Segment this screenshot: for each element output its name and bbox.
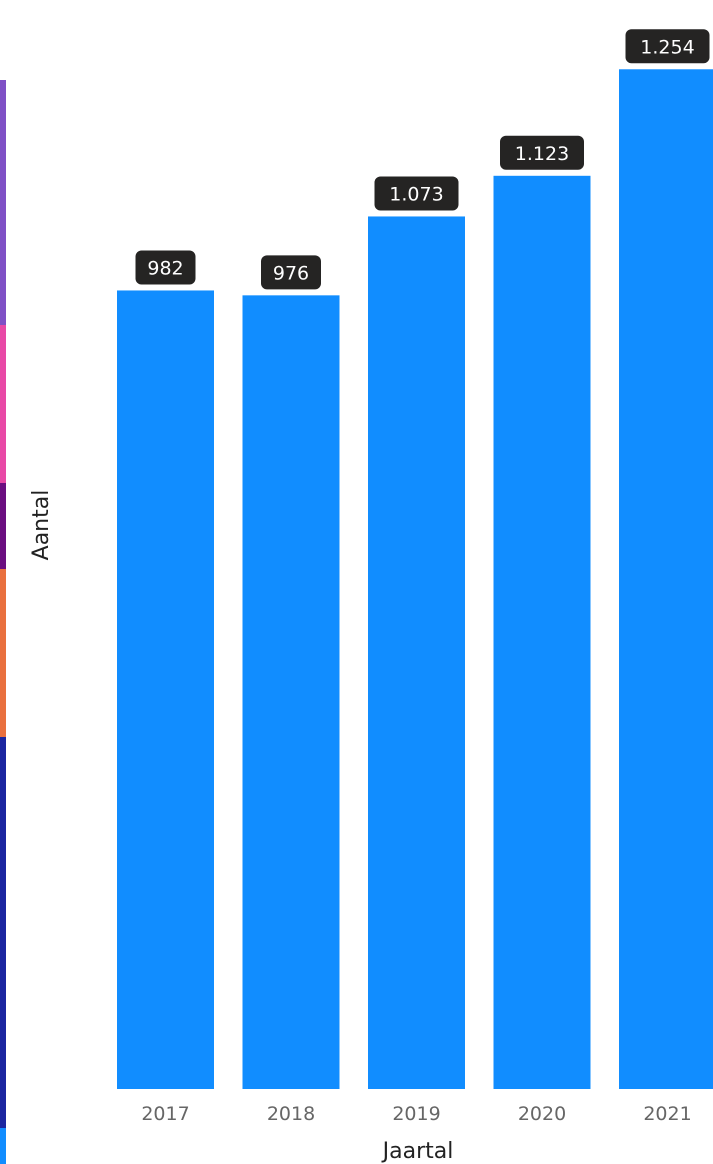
bars bbox=[117, 69, 713, 1090]
data-label-2018: 976 bbox=[261, 255, 321, 290]
data-label-box bbox=[135, 250, 196, 285]
bar-2018[interactable] bbox=[242, 295, 340, 1089]
color-strip-segment bbox=[0, 1128, 6, 1164]
color-strip-segment bbox=[0, 483, 6, 569]
color-strip bbox=[0, 80, 6, 1164]
x-tick-label: 2020 bbox=[518, 1103, 566, 1125]
color-strip-segment bbox=[0, 569, 6, 737]
color-strip-segment bbox=[0, 737, 6, 1128]
color-strip-segment bbox=[0, 80, 6, 325]
data-label-2019: 1.073 bbox=[374, 176, 459, 211]
data-label-text: 982 bbox=[147, 257, 183, 279]
bar-2020[interactable] bbox=[493, 175, 591, 1089]
data-label-box bbox=[261, 255, 321, 290]
x-tick-label: 2017 bbox=[141, 1103, 189, 1125]
data-label-text: 1.123 bbox=[515, 143, 569, 165]
data-label-text: 1.073 bbox=[389, 183, 443, 205]
data-labels: 982 976 1.073 1.123 1.254 bbox=[135, 29, 710, 290]
x-axis-title: Jaartal bbox=[381, 1139, 454, 1164]
data-label-text: 1.254 bbox=[640, 36, 694, 58]
color-strip-segment bbox=[0, 325, 6, 483]
data-label-box bbox=[374, 176, 459, 211]
y-axis-title: Aantal bbox=[29, 490, 54, 561]
x-tick-label: 2021 bbox=[643, 1103, 691, 1125]
data-label-box bbox=[625, 29, 710, 64]
data-label-2021: 1.254 bbox=[625, 29, 710, 64]
bar-2021[interactable] bbox=[619, 69, 713, 1090]
data-label-text: 976 bbox=[273, 262, 309, 284]
x-axis-ticks: 2017 2018 2019 2020 2021 bbox=[141, 1103, 691, 1125]
x-tick-label: 2018 bbox=[267, 1103, 315, 1125]
data-label-box bbox=[500, 135, 584, 170]
bar-2019[interactable] bbox=[368, 216, 465, 1089]
data-label-2020: 1.123 bbox=[500, 135, 584, 170]
bar-2017[interactable] bbox=[117, 290, 214, 1089]
data-label-2017: 982 bbox=[135, 250, 196, 285]
x-tick-label: 2019 bbox=[392, 1103, 440, 1125]
